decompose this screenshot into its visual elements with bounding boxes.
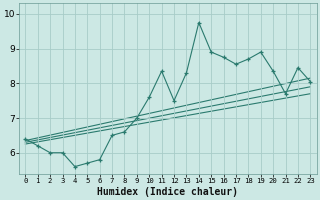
X-axis label: Humidex (Indice chaleur): Humidex (Indice chaleur) — [97, 186, 238, 197]
